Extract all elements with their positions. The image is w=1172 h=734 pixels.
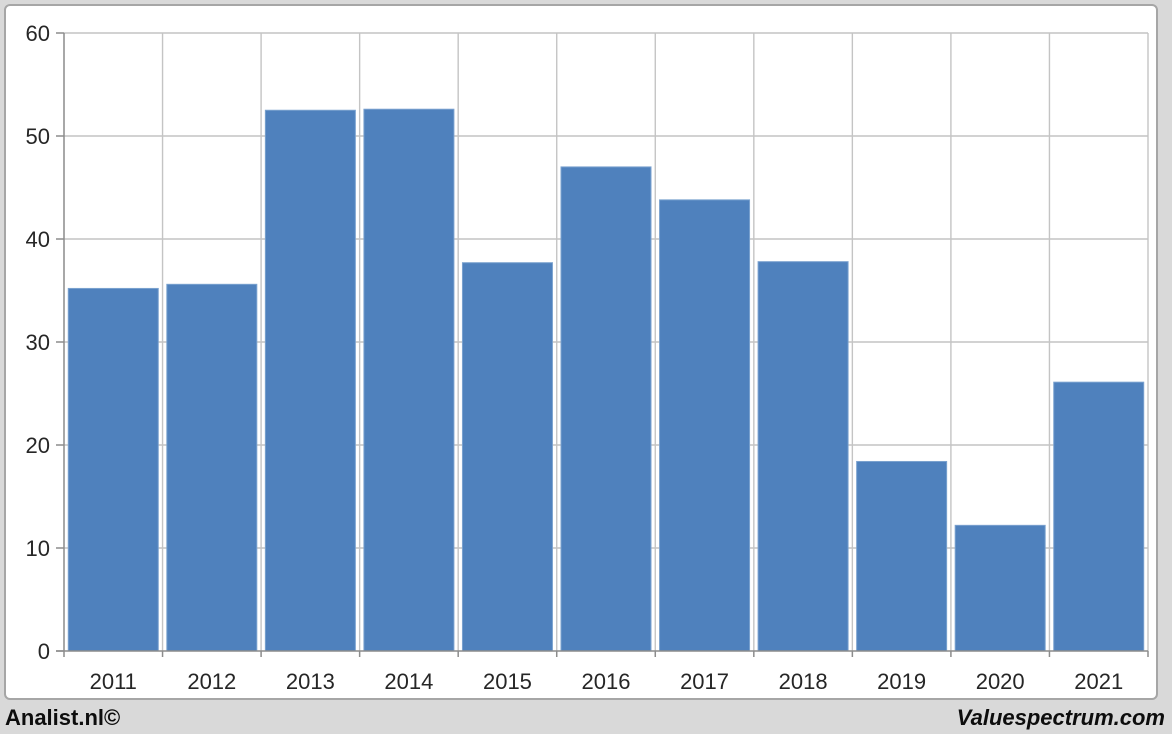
- y-tick-label-50: 50: [26, 124, 50, 149]
- x-tick-label-2016: 2016: [582, 669, 631, 694]
- bar-2019: [856, 460, 948, 652]
- y-tick-label-30: 30: [26, 330, 50, 355]
- x-tick-label-2017: 2017: [680, 669, 729, 694]
- bar-2021: [1053, 381, 1145, 652]
- y-tick-label-60: 60: [26, 21, 50, 46]
- bar-2014: [363, 108, 455, 652]
- y-tick-label-40: 40: [26, 227, 50, 252]
- x-tick-label-2015: 2015: [483, 669, 532, 694]
- x-tick-label-2019: 2019: [877, 669, 926, 694]
- y-tick-label-20: 20: [26, 433, 50, 458]
- x-tick-label-2018: 2018: [779, 669, 828, 694]
- bar-2012: [166, 283, 258, 652]
- bar-2013: [264, 109, 356, 652]
- y-tick-label-0: 0: [38, 639, 50, 664]
- x-tick-label-2011: 2011: [90, 669, 137, 694]
- credit-analist: Analist.nl©: [5, 704, 121, 730]
- y-tick-label-10: 10: [26, 536, 50, 561]
- bar-2016: [560, 166, 652, 652]
- bar-2011: [67, 287, 159, 652]
- x-tick-label-2012: 2012: [187, 669, 236, 694]
- x-tick-label-2020: 2020: [976, 669, 1025, 694]
- x-tick-label-2021: 2021: [1074, 669, 1123, 694]
- x-tick-label-2013: 2013: [286, 669, 335, 694]
- x-tick-label-2014: 2014: [384, 669, 433, 694]
- footer: Analist.nl© Valuespectrum.com: [0, 701, 1172, 734]
- bar-2018: [757, 261, 849, 652]
- bar-2020: [954, 524, 1046, 652]
- bar-chart-canvas: 0 10 20 30 40 50 60 2011 2012 2013 2014 2015 2016 201…: [26, 21, 1149, 694]
- chart-frame: 0 10 20 30 40 50 60 2011 2012 2013 2014 2015 2016 201…: [4, 4, 1158, 700]
- bar-2017: [659, 199, 751, 652]
- credit-valuespectrum: Valuespectrum.com: [956, 704, 1165, 730]
- bar-2015: [461, 262, 553, 652]
